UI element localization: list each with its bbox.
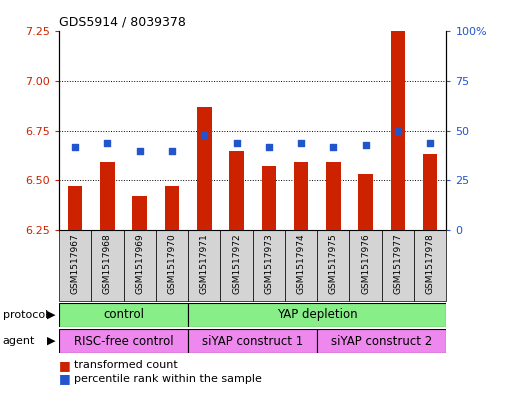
Text: GSM1517975: GSM1517975: [329, 233, 338, 294]
Bar: [188, 303, 446, 327]
Point: [297, 140, 305, 146]
Bar: [317, 230, 349, 301]
Point: [71, 143, 79, 150]
Bar: [197, 107, 211, 230]
Bar: [156, 230, 188, 301]
Bar: [414, 230, 446, 301]
Bar: [229, 151, 244, 230]
Bar: [423, 154, 438, 230]
Bar: [349, 230, 382, 301]
Bar: [294, 162, 308, 230]
Bar: [262, 166, 276, 230]
Text: agent: agent: [3, 336, 35, 346]
Bar: [165, 186, 179, 230]
Text: RISC-free control: RISC-free control: [74, 334, 173, 348]
Text: YAP depletion: YAP depletion: [277, 308, 358, 321]
Bar: [359, 174, 373, 230]
Text: GSM1517970: GSM1517970: [167, 233, 176, 294]
Bar: [91, 230, 124, 301]
Bar: [382, 230, 414, 301]
Text: GDS5914 / 8039378: GDS5914 / 8039378: [59, 16, 186, 29]
Bar: [326, 162, 341, 230]
Bar: [124, 230, 156, 301]
Bar: [188, 230, 221, 301]
Point: [135, 147, 144, 154]
Text: GSM1517972: GSM1517972: [232, 233, 241, 294]
Text: transformed count: transformed count: [74, 360, 178, 370]
Text: GSM1517977: GSM1517977: [393, 233, 402, 294]
Point: [265, 143, 273, 150]
Text: ■: ■: [59, 372, 71, 386]
Bar: [317, 329, 446, 353]
Text: siYAP construct 2: siYAP construct 2: [331, 334, 432, 348]
Text: GSM1517971: GSM1517971: [200, 233, 209, 294]
Text: GSM1517967: GSM1517967: [71, 233, 80, 294]
Bar: [188, 329, 317, 353]
Point: [168, 147, 176, 154]
Bar: [221, 230, 252, 301]
Text: control: control: [103, 308, 144, 321]
Point: [362, 141, 370, 148]
Bar: [390, 31, 405, 230]
Text: protocol: protocol: [3, 310, 48, 320]
Text: GSM1517976: GSM1517976: [361, 233, 370, 294]
Text: GSM1517969: GSM1517969: [135, 233, 144, 294]
Text: siYAP construct 1: siYAP construct 1: [202, 334, 303, 348]
Text: GSM1517974: GSM1517974: [297, 233, 306, 294]
Bar: [59, 230, 91, 301]
Point: [329, 143, 338, 150]
Bar: [252, 230, 285, 301]
Bar: [132, 196, 147, 230]
Text: GSM1517978: GSM1517978: [426, 233, 435, 294]
Point: [232, 140, 241, 146]
Point: [200, 132, 208, 138]
Text: ■: ■: [59, 358, 71, 372]
Point: [103, 140, 111, 146]
Point: [394, 127, 402, 134]
Text: ▶: ▶: [47, 336, 55, 346]
Bar: [59, 329, 188, 353]
Text: GSM1517968: GSM1517968: [103, 233, 112, 294]
Point: [426, 140, 435, 146]
Bar: [285, 230, 317, 301]
Text: ▶: ▶: [47, 310, 55, 320]
Text: GSM1517973: GSM1517973: [264, 233, 273, 294]
Bar: [59, 303, 188, 327]
Bar: [100, 162, 115, 230]
Bar: [68, 186, 83, 230]
Text: percentile rank within the sample: percentile rank within the sample: [74, 374, 262, 384]
